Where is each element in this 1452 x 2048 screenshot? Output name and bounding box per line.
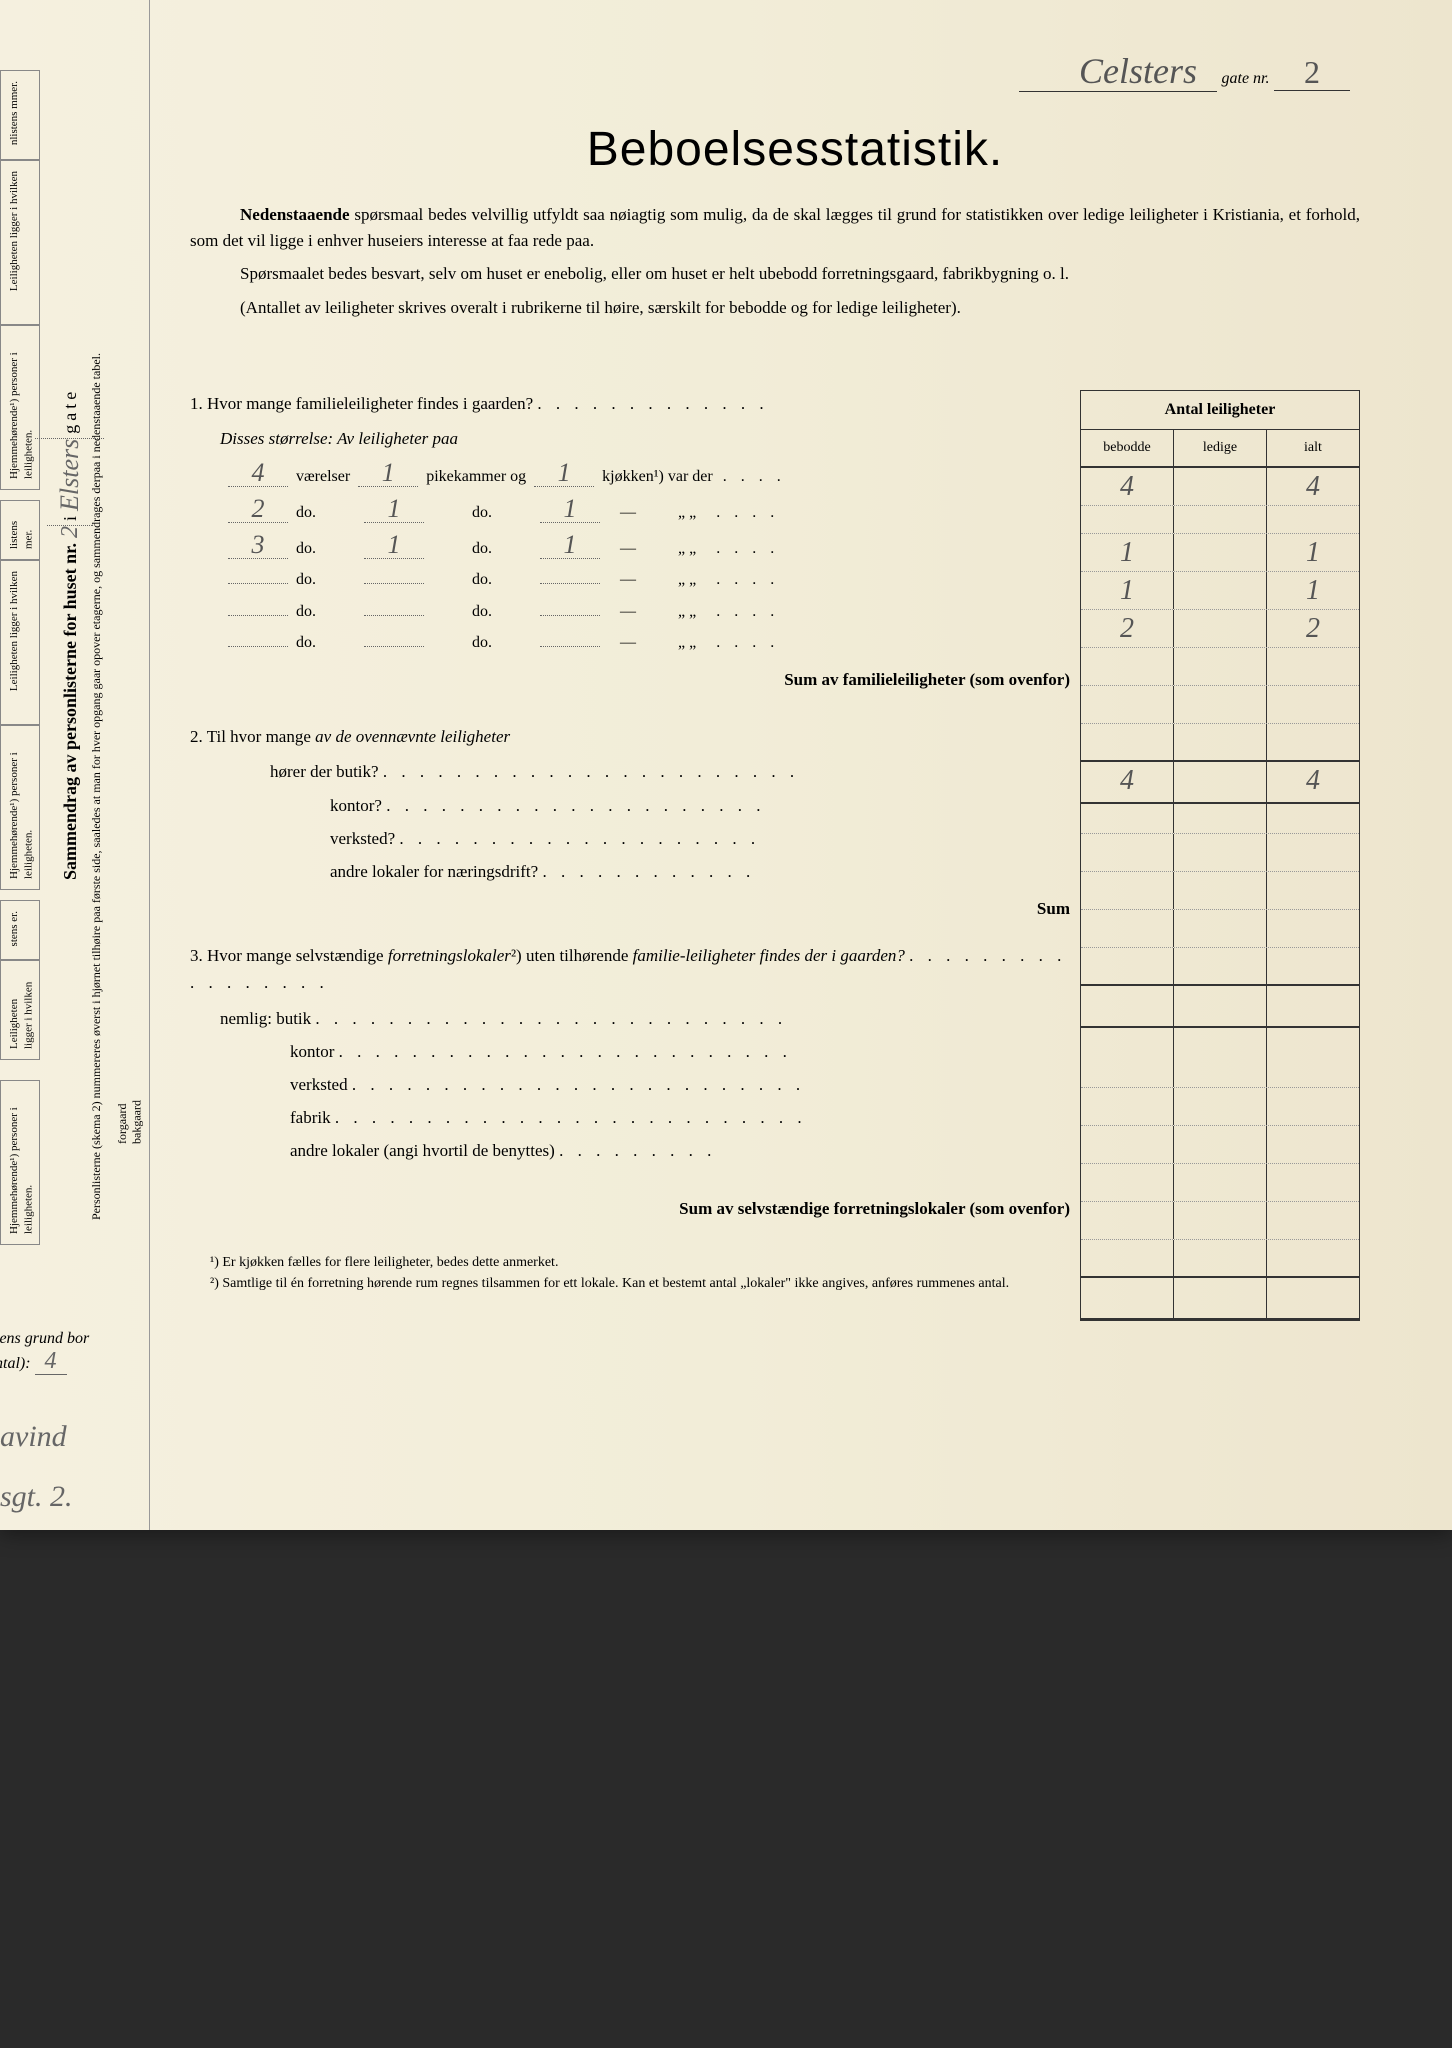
col-header-hjemme2: Hjemmehørende¹) personer i leiligheten. xyxy=(3,728,40,887)
q3-line: andre lokaler (angi hvortil de benyttes)… xyxy=(290,1137,1070,1164)
margin-cell: Leiligheten ligger i hvilken xyxy=(0,160,40,325)
size-row: 2do. 1do. 1— „ „. . . . xyxy=(220,496,1070,526)
document-title: Beboelsesstatistik. xyxy=(180,122,1410,177)
q3-nemlig: nemlig: butik . . . . . . . . . . . . . … xyxy=(220,1005,1070,1032)
q1-text: 1. Hvor mange familieleiligheter findes … xyxy=(190,390,1070,417)
hw-note-1: avind xyxy=(0,1420,67,1454)
table-row xyxy=(1081,834,1359,872)
left-margin: nlistens mmer. Leiligheten ligger i hvil… xyxy=(0,0,150,1530)
margin-cell: Leiligheten ligger i hvilken xyxy=(0,560,40,725)
table-row xyxy=(1081,1164,1359,1202)
q2-sum-label: Sum xyxy=(190,895,1070,922)
table-row: 11 xyxy=(1081,534,1359,572)
document-page: nlistens mmer. Leiligheten ligger i hvil… xyxy=(0,0,1452,1530)
table-sum-row xyxy=(1081,1278,1359,1320)
q2-line: kontor? . . . . . . . . . . . . . . . . … xyxy=(330,792,1070,819)
table-row xyxy=(1081,506,1359,534)
table-row xyxy=(1081,1202,1359,1240)
street-header: Celsters gate nr. 2 xyxy=(180,50,1410,92)
table-row xyxy=(1081,648,1359,686)
size-row: do. do. — „ „. . . . xyxy=(220,630,1070,656)
table-row xyxy=(1081,686,1359,724)
table-row: 11 xyxy=(1081,572,1359,610)
hw-note-2: sgt. 2. xyxy=(0,1480,73,1514)
margin-cell: stens er. xyxy=(0,900,40,960)
table-row xyxy=(1081,804,1359,834)
table-row: 44 xyxy=(1081,468,1359,506)
q2-line: hører der butik? . . . . . . . . . . . .… xyxy=(270,758,1070,785)
col-header-hjemme3: Hjemmehørende¹) personer i leiligheten. xyxy=(3,1083,40,1242)
q3-text: 3. Hvor mange selvstændige forretningslo… xyxy=(190,942,1070,996)
intro-p2: Spørsmaalet bedes besvart, selv om huset… xyxy=(180,261,1410,287)
size-row: 4værelser 1pikekammer og 1kjøkken¹) var … xyxy=(220,460,1070,490)
summary-title: Sammendrag av personlisterne for huset n… xyxy=(55,120,85,880)
q3-sum-label: Sum av selvstændige forretningslokaler (… xyxy=(190,1195,1070,1222)
col-bebodde: bebodde xyxy=(1081,430,1174,466)
table-row xyxy=(1081,910,1359,948)
margin-cell: Hjemmehørende¹) personer i leiligheten. xyxy=(0,1080,40,1245)
sidebar-note: Personlisterne (skema 2) nummereres øver… xyxy=(88,120,105,1220)
q2-line: verksted? . . . . . . . . . . . . . . . … xyxy=(330,825,1070,852)
margin-cell: nlistens mmer. xyxy=(0,70,40,160)
table-row xyxy=(1081,1028,1359,1088)
col-header-leil2: Leiligheten ligger i hvilken xyxy=(3,563,25,699)
table-area: Antal leiligheter bebodde ledige ialt 44… xyxy=(190,390,1410,1222)
q3-line: kontor . . . . . . . . . . . . . . . . .… xyxy=(290,1038,1070,1065)
table-header: Antal leiligheter xyxy=(1081,391,1359,430)
margin-cell: Leiligheten ligger i hvilken xyxy=(0,960,40,1060)
intro-p1: Nedenstaaende spørsmaal bedes velvillig … xyxy=(180,202,1410,253)
size-row: do. do. — „ „. . . . xyxy=(220,599,1070,625)
margin-cell: Hjemmehørende¹) personer i leiligheten. xyxy=(0,725,40,890)
table-row xyxy=(1081,872,1359,910)
q1-sub: Disses størrelse: Av leiligheter paa xyxy=(220,425,1070,452)
table-row xyxy=(1081,1088,1359,1126)
table-row: 22 xyxy=(1081,610,1359,648)
table-row xyxy=(1081,724,1359,762)
forgaard-label: forgaard bakgaard xyxy=(115,1100,144,1144)
table-row xyxy=(1081,1126,1359,1164)
street-name: Celsters xyxy=(1019,51,1217,92)
col-header-nlistens: nlistens mmer. xyxy=(3,73,25,153)
q2-text: 2. Til hvor mange av de ovennævnte leili… xyxy=(190,723,1070,750)
table-sum-row xyxy=(1081,986,1359,1028)
col-header-leil: Leiligheten ligger i hvilken xyxy=(3,163,25,299)
q3-line: fabrik . . . . . . . . . . . . . . . . .… xyxy=(290,1104,1070,1131)
main-content: Celsters gate nr. 2 Beboelsesstatistik. … xyxy=(180,50,1410,1294)
col-ialt: ialt xyxy=(1267,430,1359,466)
q3-line: verksted . . . . . . . . . . . . . . . .… xyxy=(290,1071,1070,1098)
table-row xyxy=(1081,1240,1359,1278)
margin-cell: Hjemmehørende¹) personer i leiligheten. xyxy=(0,325,40,490)
grund-bor-label: lens grund bor ntal): 4 xyxy=(0,1330,89,1375)
q2-line: andre lokaler for næringsdrift? . . . . … xyxy=(330,858,1070,885)
gate-label: gate nr. xyxy=(1222,70,1270,87)
margin-cell: listens mer. xyxy=(0,500,40,560)
table-sum-row: 44 xyxy=(1081,762,1359,804)
gate-number: 2 xyxy=(1274,54,1350,91)
results-table: Antal leiligheter bebodde ledige ialt 44… xyxy=(1080,390,1360,1321)
col-header-listens: listens mer. xyxy=(3,503,40,557)
table-subheader: bebodde ledige ialt xyxy=(1081,430,1359,468)
q1-sum-label: Sum av familieleiligheter (som ovenfor) xyxy=(190,666,1070,693)
size-row: 3do. 1do. 1— „ „. . . . xyxy=(220,532,1070,562)
col-header-stens: stens er. xyxy=(3,903,25,954)
col-header-leil3: Leiligheten ligger i hvilken xyxy=(3,963,40,1057)
size-row: do. do. — „ „. . . . xyxy=(220,567,1070,593)
col-ledige: ledige xyxy=(1174,430,1267,466)
intro-p3: (Antallet av leiligheter skrives overalt… xyxy=(180,295,1410,321)
table-row xyxy=(1081,948,1359,986)
